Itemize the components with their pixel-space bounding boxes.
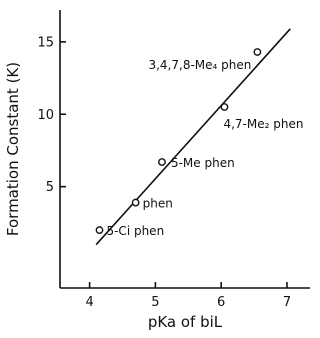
x-axis-title: pKa of biL <box>148 313 223 331</box>
y-tick-label: 10 <box>37 108 54 123</box>
axes <box>59 10 310 289</box>
regression-line <box>95 28 291 246</box>
point-label: phen <box>143 197 173 211</box>
y-axis-title: Formation Constant (K) <box>4 62 22 236</box>
x-tick-label: 4 <box>85 295 93 310</box>
data-point <box>253 48 262 56</box>
point-label: 5-Ci phen <box>106 224 164 238</box>
x-tick-label: 6 <box>217 295 225 310</box>
x-tick-label: 5 <box>151 295 159 310</box>
x-tick-label: 7 <box>283 295 291 310</box>
y-tick-label: 15 <box>37 35 54 50</box>
point-label: 4,7-Me₂ phen <box>223 117 303 131</box>
data-points: 5-Ci phen phen 5-Me phen 4,7-Me₂ phen 3,4,7,… <box>95 48 303 238</box>
point-label: 5-Me phen <box>171 156 235 170</box>
y-ticks: 5 10 15 <box>37 35 66 195</box>
point-label: 3,4,7,8-Me₄ phen <box>148 58 251 72</box>
data-point <box>131 198 140 207</box>
data-point <box>95 226 104 234</box>
data-point <box>158 158 166 166</box>
y-tick-label: 5 <box>46 180 54 195</box>
x-ticks: 4 5 6 7 <box>85 282 291 310</box>
data-point <box>220 103 229 111</box>
